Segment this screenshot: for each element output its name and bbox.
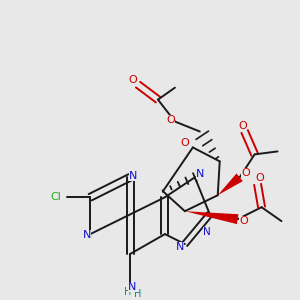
Text: H: H xyxy=(134,289,142,299)
Text: O: O xyxy=(238,121,247,130)
Text: H: H xyxy=(124,287,132,297)
Text: Cl: Cl xyxy=(50,192,61,202)
Text: O: O xyxy=(129,75,137,85)
Text: N: N xyxy=(83,230,92,240)
Polygon shape xyxy=(185,211,239,224)
Text: O: O xyxy=(239,216,248,226)
Text: N: N xyxy=(203,227,211,237)
Text: O: O xyxy=(167,115,175,124)
Text: O: O xyxy=(181,138,189,148)
Polygon shape xyxy=(218,173,243,195)
Text: N: N xyxy=(176,242,184,252)
Text: O: O xyxy=(241,168,250,178)
Text: O: O xyxy=(255,173,264,183)
Text: N: N xyxy=(129,171,137,181)
Text: N: N xyxy=(128,282,136,292)
Text: N: N xyxy=(196,169,204,179)
